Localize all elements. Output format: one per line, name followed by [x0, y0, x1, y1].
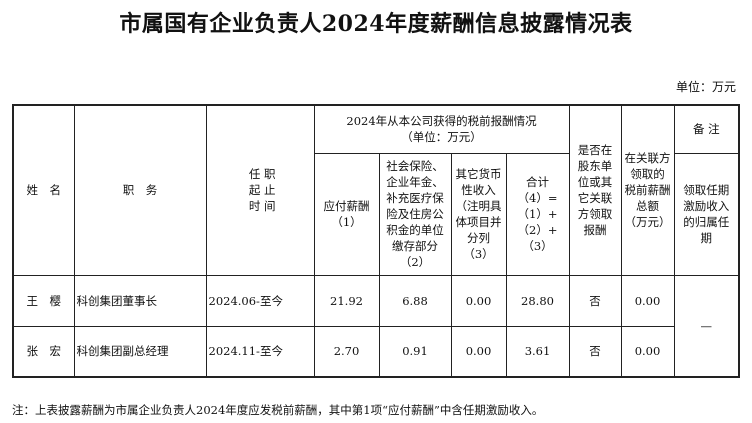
- salary-table: 姓 名 职 务 任 职 起 止 时 间 2024年从本公司获得的税前报酬情况 （…: [12, 104, 741, 378]
- unit-label: 单位：万元: [675, 80, 736, 94]
- cell-total: 28.80: [505, 274, 570, 327]
- cell-related: 0.00: [620, 274, 675, 327]
- cell-name: 张 宏: [12, 325, 75, 378]
- header-remarks: 备 注: [673, 104, 740, 154]
- cell-other: 0.00: [450, 274, 507, 327]
- cell-position: 科创集团副总经理: [73, 325, 207, 378]
- header-total: 合计 （4）= （1）+ （2）+ （3）: [505, 152, 570, 276]
- cell-name: 王 樱: [12, 274, 75, 327]
- footnote: 注：上表披露薪酬为市属企业负责人2024年度应发税前薪酬，其中第1项“应付薪酬”…: [12, 403, 544, 417]
- cell-salary: 21.92: [313, 274, 380, 327]
- header-related: 在关联方 领取的 税前薪酬 总额 （万元）: [620, 104, 675, 276]
- header-term: 任 职 起 止 时 间: [205, 104, 315, 276]
- header-name: 姓 名: [12, 104, 75, 276]
- cell-related: 0.00: [620, 325, 675, 378]
- cell-salary: 2.70: [313, 325, 380, 378]
- table-row: 张 宏 科创集团副总经理 2024.11-至今 2.70 0.91 0.00 3…: [12, 325, 739, 378]
- cell-shareholder: 否: [568, 274, 622, 327]
- header-shareholder: 是否在 股东单 位或其 它关联 方领取 报酬: [568, 104, 622, 276]
- cell-other: 0.00: [450, 325, 507, 378]
- cell-shareholder: 否: [568, 325, 622, 378]
- header-position: 职 务: [73, 104, 207, 276]
- cell-insurance: 6.88: [378, 274, 452, 327]
- cell-insurance: 0.91: [378, 325, 452, 378]
- cell-term: 2024.11-至今: [205, 325, 315, 378]
- table-row: 王 樱 科创集团董事长 2024.06-至今 21.92 6.88 0.00 2…: [12, 274, 740, 378]
- header-other: 其它货币 性收入 （注明具 体项目并 分列 （3）: [450, 152, 507, 276]
- cell-position: 科创集团董事长: [73, 274, 207, 327]
- cell-term: 2024.06-至今: [205, 274, 315, 327]
- header-insurance: 社会保险、 企业年金、 补充医疗保 险及住房公 积金的单位 缴存部分 （2）: [378, 152, 452, 276]
- header-salary: 应付薪酬 （1）: [313, 152, 380, 276]
- cell-total: 3.61: [505, 325, 570, 378]
- header-group: 2024年从本公司获得的税前报酬情况 （单位：万元）: [313, 104, 570, 154]
- page-title: 市属国有企业负责人2024年度薪酬信息披露情况表: [119, 11, 633, 37]
- cell-incentive: —: [673, 274, 740, 378]
- header-incentive: 领取任期 激励收入 的归属任 期: [673, 152, 740, 276]
